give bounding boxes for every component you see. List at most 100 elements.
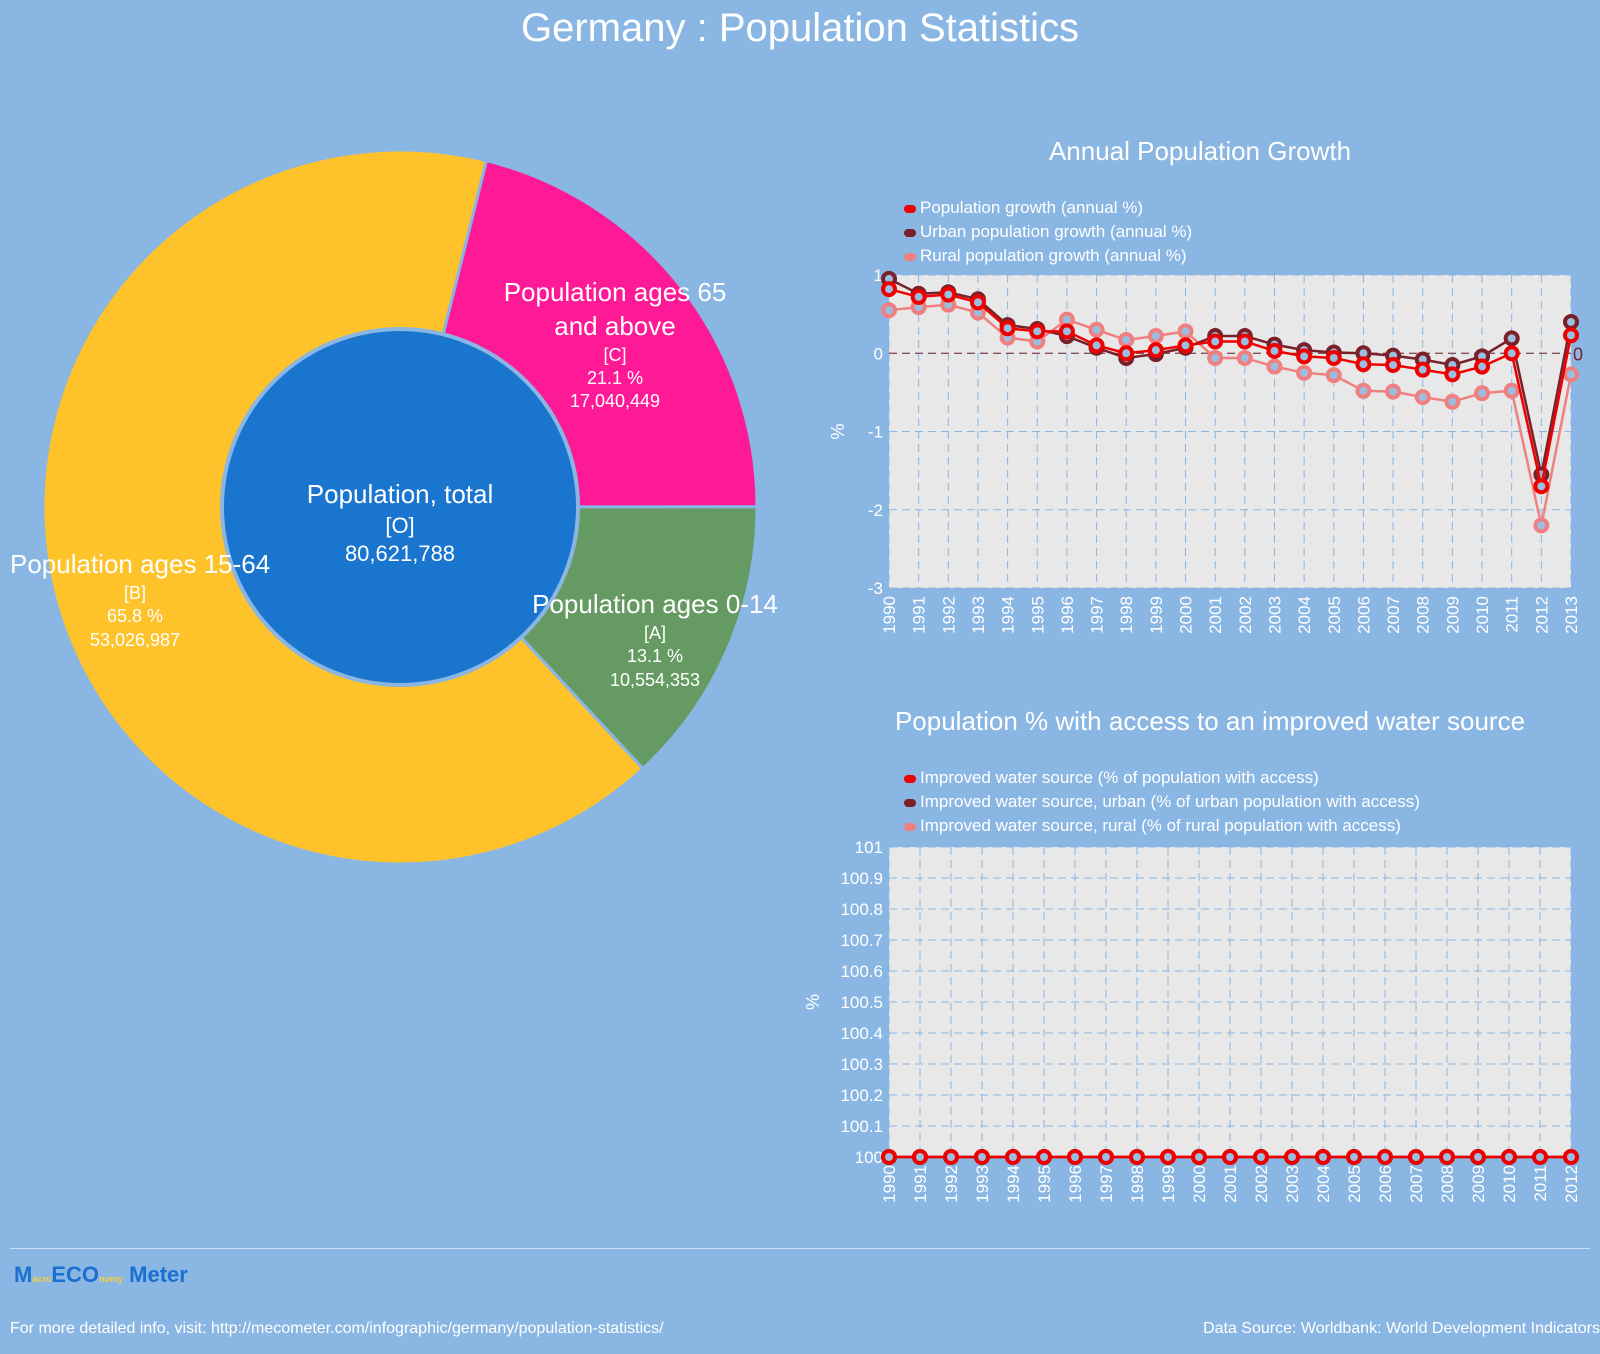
center-name: Population, total (306, 479, 494, 509)
x-tick-label: 1999 (1147, 596, 1166, 634)
x-tick-label: 1995 (1028, 596, 1047, 634)
x-tick-label: 1996 (1066, 1165, 1085, 1203)
x-tick-label: 1994 (1004, 1165, 1023, 1203)
x-tick-label: 2003 (1283, 1165, 1302, 1203)
y-tick-label: 100.8 (840, 900, 883, 919)
slice-name: Population ages 15-64 (10, 549, 271, 579)
data-point (1474, 358, 1491, 375)
data-point (1414, 389, 1431, 406)
data-point (1355, 356, 1372, 373)
y-tick-label: 1 (874, 266, 883, 285)
zero-annotation: 0 (1573, 344, 1583, 364)
legend-label: Urban population growth (annual %) (920, 222, 1193, 241)
x-tick-label: 2001 (1221, 1165, 1240, 1203)
x-tick-label: 2013 (1562, 596, 1581, 634)
x-tick-label: 2009 (1469, 1165, 1488, 1203)
center-code: [O] (385, 512, 415, 538)
water-chart-title: Population % with access to an improved … (894, 706, 1526, 736)
x-tick-label: 2009 (1443, 596, 1462, 634)
center-value: 80,621,788 (344, 541, 456, 567)
x-tick-label: 1991 (911, 1165, 930, 1203)
data-point (1377, 1149, 1393, 1165)
data-point (1284, 1149, 1300, 1165)
data-point (1532, 1149, 1548, 1165)
y-tick-label: 100.6 (840, 962, 883, 981)
y-tick-label: 100 (855, 1148, 883, 1167)
data-point (1222, 1149, 1238, 1165)
data-point (1191, 1149, 1207, 1165)
slice-label-c: Population ages 65 and above [C] 21.1 % … (500, 276, 730, 414)
legend-item: Improved water source, rural (% of rural… (904, 814, 1420, 838)
slice-name: Population ages 0-14 (532, 589, 778, 619)
data-point (1385, 383, 1402, 400)
x-tick-label: 2000 (1190, 1165, 1209, 1203)
x-tick-label: 2011 (1531, 1165, 1550, 1202)
slice-percent: 65.8 % (106, 606, 164, 627)
y-tick-label: 100.9 (840, 869, 883, 888)
data-point (969, 294, 986, 311)
x-tick-label: 1992 (942, 1165, 961, 1203)
footer-divider (10, 1248, 1590, 1249)
slice-percent: 13.1 % (626, 646, 684, 667)
slice-percent: 21.1 % (586, 367, 644, 388)
data-point (1503, 330, 1520, 347)
data-point (1563, 313, 1579, 330)
water-legend: Improved water source (% of population w… (904, 766, 1420, 838)
data-point (1296, 348, 1313, 365)
legend-label: Improved water source, urban (% of urban… (920, 792, 1420, 811)
y-tick-label: 100.1 (840, 1117, 883, 1136)
x-tick-label: 2007 (1407, 1165, 1426, 1203)
growth-legend: Population growth (annual %) Urban popul… (904, 196, 1192, 268)
y-tick-label: 100.7 (840, 931, 883, 950)
x-tick-label: 1991 (910, 596, 929, 634)
page-title: Germany : Population Statistics (520, 6, 1080, 50)
x-tick-label: 2005 (1345, 1165, 1364, 1203)
data-point (1325, 349, 1342, 366)
x-tick-label: 1995 (1035, 1165, 1054, 1203)
data-point (1414, 361, 1431, 378)
x-tick-label: 2002 (1252, 1165, 1271, 1203)
data-point (1129, 1149, 1145, 1165)
data-point (1296, 364, 1313, 381)
data-point (1177, 323, 1194, 340)
visit-link-text[interactable]: For more detailed info, visit: http://me… (10, 1320, 664, 1337)
donut-center (220, 327, 580, 687)
x-tick-label: 2004 (1314, 1165, 1333, 1203)
data-point (1207, 333, 1224, 350)
slice-code: [A] (643, 622, 666, 643)
x-tick-label: 1992 (939, 596, 958, 634)
y-axis-label: % (803, 994, 823, 1010)
data-point (1501, 1149, 1517, 1165)
x-tick-label: 2008 (1438, 1165, 1457, 1203)
data-point (881, 281, 897, 298)
y-tick-label: 100.2 (840, 1086, 883, 1105)
legend-item: Improved water source, urban (% of urban… (904, 790, 1420, 814)
y-axis-label: % (828, 423, 848, 439)
slice-code: [C] (603, 344, 627, 365)
data-point (1444, 393, 1461, 410)
data-point (1325, 367, 1342, 384)
data-point (881, 302, 897, 319)
x-tick-label: 1997 (1088, 596, 1107, 634)
slice-name: Population ages 65 and above (503, 277, 727, 341)
legend-label: Rural population growth (annual %) (920, 246, 1187, 265)
data-point (1207, 349, 1224, 366)
y-tick-label: 0 (874, 344, 883, 363)
legend-item: Population growth (annual %) (904, 196, 1192, 220)
legend-item: Rural population growth (annual %) (904, 244, 1192, 268)
data-point (1563, 1149, 1579, 1165)
data-point (1036, 1149, 1052, 1165)
x-tick-label: 1990 (880, 1165, 899, 1203)
y-tick-label: -3 (868, 579, 883, 598)
x-tick-label: 2006 (1376, 1165, 1395, 1203)
data-point (1315, 1149, 1331, 1165)
x-tick-label: 1999 (1159, 1165, 1178, 1203)
data-point (1058, 323, 1075, 340)
data-point (1439, 1149, 1455, 1165)
data-point (1470, 1149, 1486, 1165)
y-tick-label: -1 (868, 423, 883, 442)
x-tick-label: 2008 (1414, 596, 1433, 634)
data-point (1533, 517, 1550, 534)
x-tick-label: 2005 (1325, 596, 1344, 634)
